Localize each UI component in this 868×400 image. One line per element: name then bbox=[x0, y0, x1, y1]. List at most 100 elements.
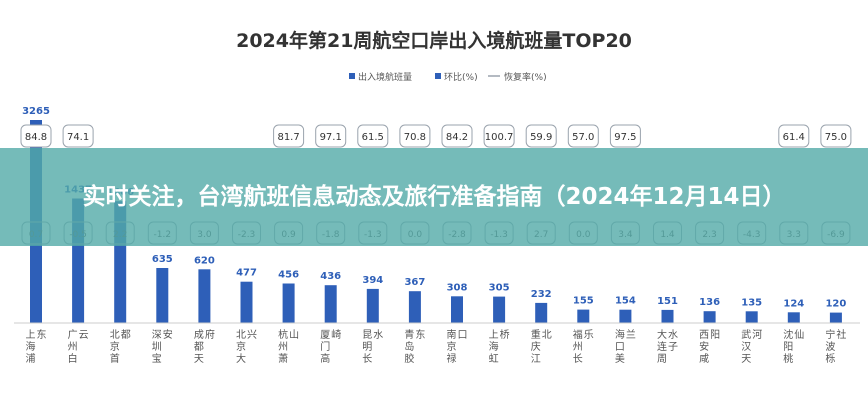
category-label: 仙 bbox=[794, 328, 804, 341]
recovery-bubble bbox=[609, 124, 641, 148]
bar bbox=[282, 283, 295, 323]
recovery-bubble bbox=[820, 124, 852, 148]
bar bbox=[745, 311, 758, 323]
category-label: 武汉天 bbox=[741, 328, 751, 365]
bar bbox=[324, 285, 337, 323]
bar bbox=[156, 268, 169, 323]
bar-value-label: 436 bbox=[320, 271, 341, 282]
category-label: 广州白 bbox=[68, 329, 78, 365]
bar bbox=[703, 311, 716, 323]
bar bbox=[535, 302, 548, 323]
category-label: 东 bbox=[37, 328, 47, 341]
category-label: 昆明长 bbox=[362, 329, 372, 365]
recovery-bubble bbox=[525, 124, 557, 148]
category-label: 宁波栎 bbox=[825, 328, 835, 365]
chart-title: 2024年第21周航空口岸出入境航班量TOP20 bbox=[236, 29, 632, 52]
category-label: 重庆江 bbox=[531, 328, 541, 365]
bar-value-label: 3265 bbox=[22, 106, 50, 117]
recovery-value-label: 84.2 bbox=[446, 132, 468, 143]
category-label: 兴 bbox=[247, 329, 257, 341]
bar-value-label: 135 bbox=[741, 297, 762, 308]
category-label: 口 bbox=[458, 330, 468, 341]
recovery-value-label: 97.5 bbox=[614, 132, 636, 143]
category-label: 山 bbox=[289, 329, 299, 341]
category-label: 北 bbox=[542, 329, 552, 341]
bar-value-label: 155 bbox=[573, 296, 594, 307]
bar-value-label: 136 bbox=[699, 297, 720, 308]
bar bbox=[240, 281, 253, 323]
recovery-bubble bbox=[483, 124, 515, 148]
recovery-value-label: 59.9 bbox=[530, 132, 552, 143]
recovery-bubble bbox=[273, 124, 305, 148]
bar-value-label: 635 bbox=[152, 254, 173, 265]
recovery-bubble bbox=[441, 124, 473, 148]
category-label: 兰 bbox=[626, 328, 636, 341]
bar-value-label: 154 bbox=[615, 296, 636, 307]
recovery-bubble bbox=[20, 124, 52, 148]
recovery-value-label: 57.0 bbox=[572, 132, 594, 143]
recovery-bubble bbox=[315, 124, 347, 148]
bar-value-label: 477 bbox=[236, 268, 257, 279]
category-label: 福州长 bbox=[573, 328, 583, 365]
recovery-value-label: 70.8 bbox=[404, 132, 426, 143]
category-label: 社 bbox=[836, 328, 846, 341]
legend-swatch-mom bbox=[435, 73, 441, 79]
category-label: 都 bbox=[121, 329, 131, 341]
category-label: 崎 bbox=[331, 328, 341, 341]
bar-value-label: 232 bbox=[531, 289, 552, 300]
bar bbox=[661, 309, 674, 323]
category-label: 安 bbox=[163, 328, 173, 341]
category-label: 西安咸 bbox=[699, 330, 709, 365]
category-label: 杭州萧 bbox=[278, 328, 288, 365]
category-label: 上海浦 bbox=[26, 329, 36, 365]
category-label: 北京大 bbox=[236, 329, 246, 365]
recovery-value-label: 100.7 bbox=[485, 132, 514, 143]
category-label: 上海虹 bbox=[489, 329, 499, 365]
recovery-value-label: 75.0 bbox=[825, 132, 847, 143]
bar bbox=[408, 291, 421, 323]
bar-value-label: 394 bbox=[362, 275, 383, 286]
bar-value-label: 120 bbox=[825, 299, 846, 310]
bar-value-label: 367 bbox=[404, 277, 425, 288]
category-label: 青岛胶 bbox=[404, 328, 414, 365]
category-label: 成都天 bbox=[194, 329, 204, 365]
bar bbox=[619, 309, 632, 323]
recovery-bubble bbox=[62, 124, 94, 148]
headline-banner: 实时关注，台湾航班信息动态及旅行准备指南（2024年12月14日） bbox=[0, 148, 868, 246]
category-label: 府 bbox=[205, 328, 215, 341]
category-label: 大连周 bbox=[657, 328, 667, 365]
recovery-bubble bbox=[778, 124, 810, 148]
recovery-value-label: 74.1 bbox=[67, 132, 89, 143]
recovery-bubble bbox=[567, 124, 599, 148]
category-label: 阳 bbox=[710, 329, 720, 341]
bar-value-label: 124 bbox=[783, 298, 804, 309]
category-label: 沈阳桃 bbox=[783, 328, 793, 365]
bar bbox=[577, 309, 590, 323]
recovery-value-label: 61.4 bbox=[783, 132, 805, 143]
recovery-bubble bbox=[357, 124, 389, 148]
bar-value-label: 456 bbox=[278, 270, 299, 281]
bar bbox=[829, 312, 842, 323]
recovery-value-label: 81.7 bbox=[277, 132, 299, 143]
bar bbox=[198, 269, 211, 323]
category-label: 河 bbox=[752, 329, 762, 341]
legend-label-mom: 环比(%) bbox=[444, 71, 478, 83]
category-label: 厦门高 bbox=[320, 329, 330, 365]
legend-label-recovery: 恢复率(%) bbox=[504, 71, 547, 83]
bar-value-label: 305 bbox=[489, 283, 510, 294]
legend-label-flights: 出入境航班量 bbox=[358, 71, 412, 83]
category-label: 海口美 bbox=[615, 328, 625, 365]
bar bbox=[366, 288, 379, 323]
bar bbox=[451, 296, 463, 323]
recovery-value-label: 61.5 bbox=[362, 132, 384, 143]
legend-swatch-flights bbox=[349, 73, 355, 79]
category-label: 北京首 bbox=[110, 329, 120, 365]
legend: 出入境航班量 环比(%) 恢复率(%) bbox=[349, 71, 547, 83]
category-label: 深圳宝 bbox=[152, 329, 162, 365]
recovery-value-label: 97.1 bbox=[320, 132, 342, 143]
bar-value-label: 151 bbox=[657, 296, 678, 307]
recovery-value-label: 84.8 bbox=[25, 132, 47, 143]
category-label: 南京禄 bbox=[447, 328, 457, 365]
bar-value-label: 620 bbox=[194, 255, 215, 266]
